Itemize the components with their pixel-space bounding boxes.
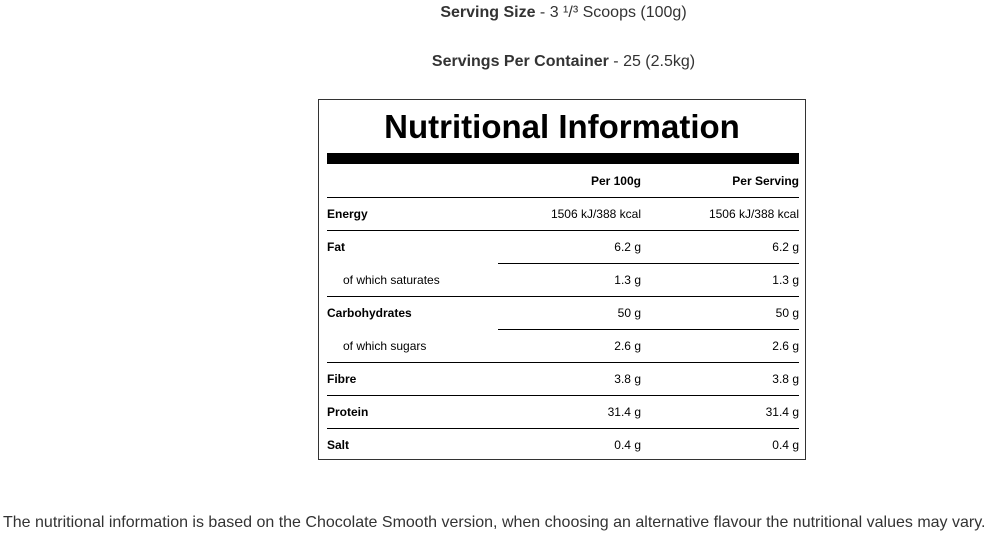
nutrient-row: of which saturates 1.3 g 1.3 g: [327, 263, 799, 297]
row-divider: [327, 428, 799, 429]
header-per-100g: Per 100g: [590, 174, 641, 188]
row-divider: [498, 329, 799, 330]
header-per-serving: Per Serving: [732, 174, 799, 188]
nutrient-name: of which sugars: [343, 339, 427, 353]
per-100g-value: 50 g: [617, 306, 641, 320]
serving-size-label: Serving Size: [440, 4, 536, 21]
title-divider: [327, 153, 799, 164]
serving-size: Serving Size - 3 ¹/³ Scoops (100g): [0, 4, 987, 22]
nutrient-row: Fibre 3.8 g 3.8 g: [327, 362, 799, 396]
nutrient-row: Carbohydrates 50 g 50 g: [327, 296, 799, 330]
row-divider: [327, 230, 799, 231]
per-serving-value: 3.8 g: [772, 372, 799, 386]
per-100g-value: 3.8 g: [614, 372, 641, 386]
per-100g-value: 1.3 g: [614, 273, 641, 287]
servings-per-container-label: Servings Per Container: [431, 53, 609, 70]
per-100g-value: 31.4 g: [607, 405, 641, 419]
panel-title: Nutritional Information: [384, 108, 740, 145]
servings-per-container-value: - 25 (2.5kg): [608, 53, 696, 70]
servings-per-container: Servings Per Container - 25 (2.5kg): [0, 53, 987, 71]
per-serving-value: 2.6 g: [772, 339, 799, 353]
nutrient-row: Salt 0.4 g 0.4 g: [327, 428, 799, 461]
nutrient-name: Salt: [327, 438, 350, 452]
row-divider: [327, 197, 799, 198]
per-100g-value: 6.2 g: [614, 240, 641, 254]
nutrient-row: Energy 1506 kJ/388 kcal 1506 kJ/388 kcal: [327, 197, 799, 231]
per-serving-value: 6.2 g: [772, 240, 799, 254]
nutrient-row: Protein 31.4 g 31.4 g: [327, 395, 799, 429]
per-serving-value: 31.4 g: [765, 405, 799, 419]
nutrient-name: Protein: [327, 405, 369, 419]
nutrient-name: Fat: [327, 240, 345, 254]
nutrient-name: of which saturates: [343, 273, 440, 287]
nutrient-name: Fibre: [327, 372, 357, 386]
per-100g-value: 0.4 g: [614, 438, 641, 452]
footnote: The nutritional information is based on …: [3, 514, 986, 531]
row-divider: [327, 395, 799, 396]
per-serving-value: 1506 kJ/388 kcal: [708, 207, 799, 221]
row-divider: [327, 362, 799, 363]
nutrient-row: of which sugars 2.6 g 2.6 g: [327, 329, 799, 363]
row-divider: [498, 263, 799, 264]
nutrition-panel: Nutritional Information Per 100g Per Ser…: [318, 99, 806, 460]
serving-size-value: - 3 ¹/³ Scoops (100g): [535, 4, 687, 21]
nutrient-row: Fat 6.2 g 6.2 g: [327, 230, 799, 264]
per-serving-value: 0.4 g: [772, 438, 799, 452]
per-100g-value: 2.6 g: [614, 339, 641, 353]
per-serving-value: 50 g: [775, 306, 799, 320]
nutrient-name: Energy: [327, 207, 368, 221]
header-row: Per 100g Per Serving: [327, 164, 799, 198]
per-serving-value: 1.3 g: [772, 273, 799, 287]
per-100g-value: 1506 kJ/388 kcal: [550, 207, 641, 221]
nutrient-name: Carbohydrates: [327, 306, 412, 320]
row-divider: [327, 296, 799, 297]
